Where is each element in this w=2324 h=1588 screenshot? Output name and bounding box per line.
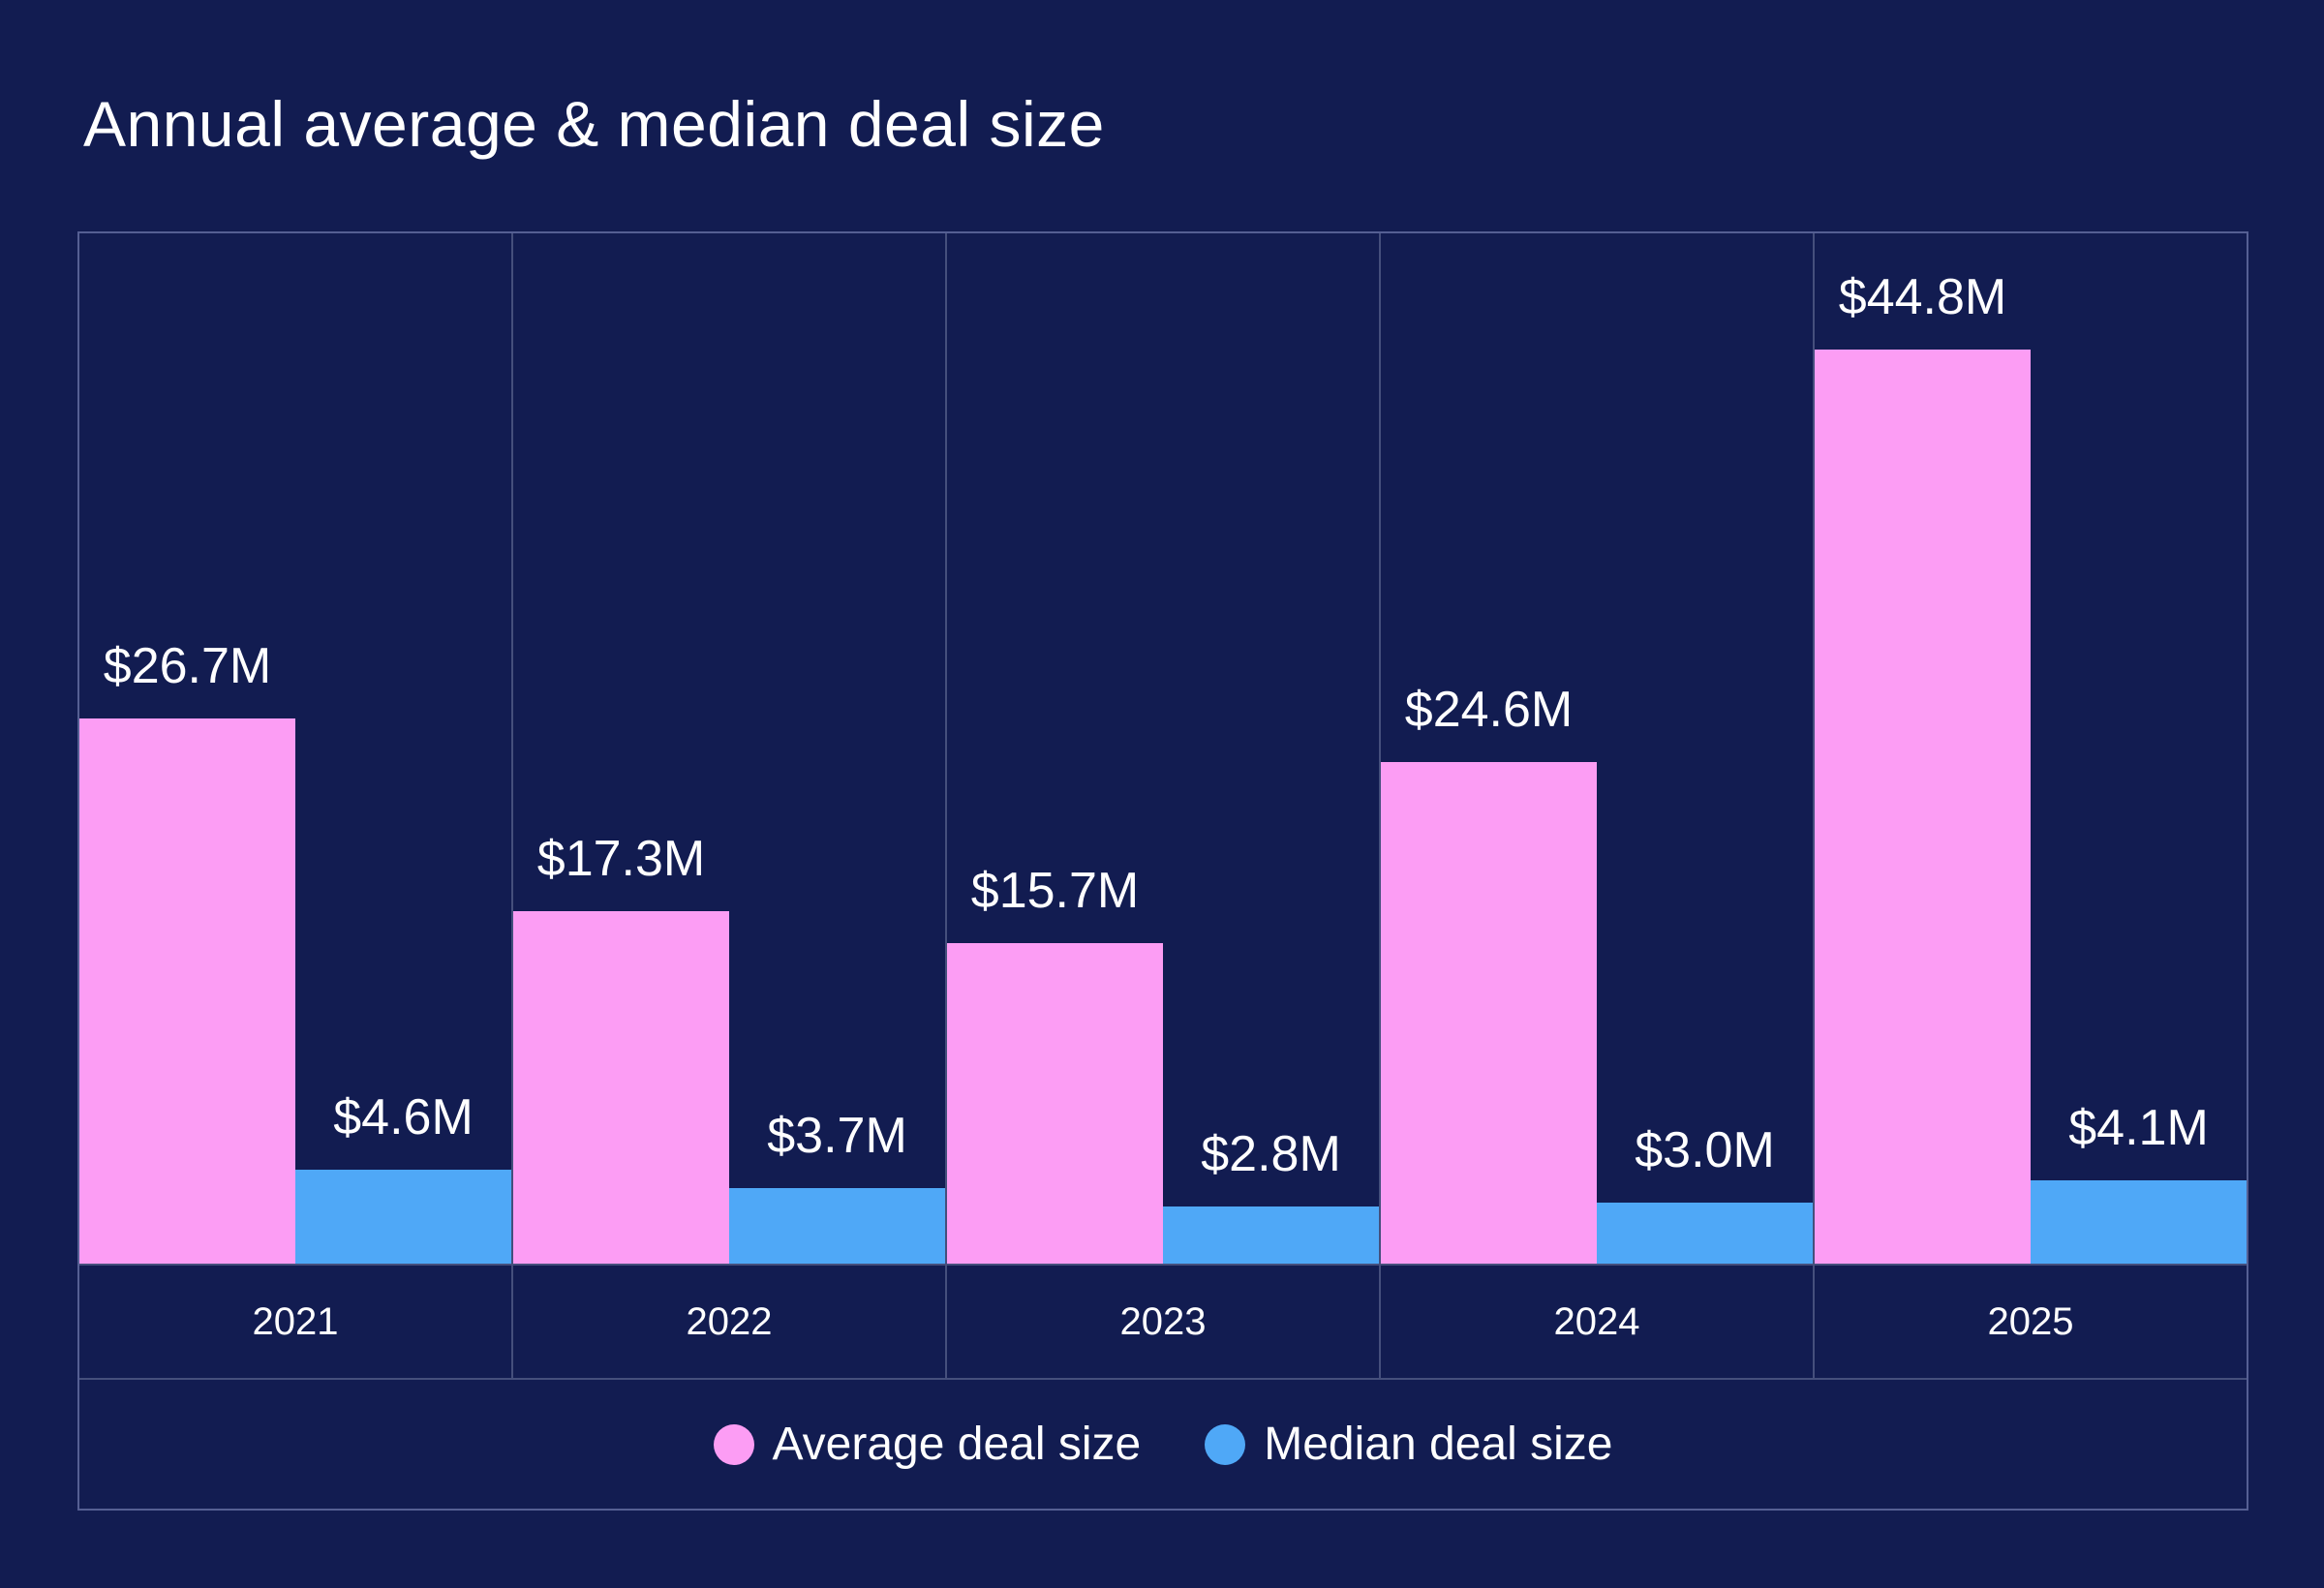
value-label-average-2025: $44.8M xyxy=(1838,269,2007,326)
column-2023: $15.7M $2.8M 2023 xyxy=(945,233,1379,1378)
column-2025: $44.8M $4.1M 2025 xyxy=(1813,233,2247,1378)
value-label-median-2024: $3.0M xyxy=(1635,1121,1775,1178)
bar-median-2022 xyxy=(729,1188,945,1264)
plot-cell-2021: $26.7M $4.6M xyxy=(79,233,511,1264)
chart-title: Annual average & median deal size xyxy=(83,88,1105,160)
bar-average-2024 xyxy=(1381,761,1597,1264)
value-label-average-2024: $24.6M xyxy=(1404,681,1574,738)
legend-dot-median-icon xyxy=(1205,1423,1246,1465)
legend-label-median: Median deal size xyxy=(1264,1419,1613,1470)
legend-item-median: Median deal size xyxy=(1205,1418,1612,1471)
column-2024: $24.6M $3.0M 2024 xyxy=(1379,233,1813,1378)
x-tick-2025: 2025 xyxy=(1815,1264,2247,1378)
column-2021: $26.7M $4.6M 2021 xyxy=(79,233,511,1378)
value-label-median-2021: $4.6M xyxy=(333,1089,474,1146)
x-tick-2024: 2024 xyxy=(1381,1264,1813,1378)
x-tick-2021: 2021 xyxy=(79,1264,511,1378)
value-label-average-2022: $17.3M xyxy=(536,830,706,887)
bar-average-2021 xyxy=(79,718,295,1264)
bar-average-2025 xyxy=(1815,350,2031,1264)
bar-median-2021 xyxy=(295,1170,511,1264)
plot-cell-2024: $24.6M $3.0M xyxy=(1381,233,1813,1264)
value-label-median-2022: $3.7M xyxy=(767,1108,907,1165)
plot-cell-2022: $17.3M $3.7M xyxy=(513,233,945,1264)
x-tick-2022: 2022 xyxy=(513,1264,945,1378)
plot-area: $26.7M $4.6M 2021 $17.3M $3.7M 2022 $15.7M $2.8… xyxy=(79,233,2247,1378)
chart: $26.7M $4.6M 2021 $17.3M $3.7M 2022 $15.7M $2.8… xyxy=(77,231,2248,1511)
legend: Average deal size Median deal size xyxy=(79,1378,2247,1509)
value-label-median-2025: $4.1M xyxy=(2068,1099,2209,1156)
bar-median-2024 xyxy=(1597,1202,1813,1264)
plot-cell-2023: $15.7M $2.8M xyxy=(947,233,1379,1264)
bar-median-2025 xyxy=(2031,1179,2247,1264)
legend-item-average: Average deal size xyxy=(713,1418,1142,1471)
bar-median-2023 xyxy=(1163,1206,1379,1264)
value-label-average-2023: $15.7M xyxy=(970,863,1140,920)
x-tick-2023: 2023 xyxy=(947,1264,1379,1378)
legend-label-average: Average deal size xyxy=(772,1419,1142,1470)
value-label-average-2021: $26.7M xyxy=(103,638,272,695)
plot-cell-2025: $44.8M $4.1M xyxy=(1815,233,2247,1264)
column-2022: $17.3M $3.7M 2022 xyxy=(511,233,945,1378)
bar-average-2022 xyxy=(513,910,729,1264)
legend-dot-average-icon xyxy=(713,1423,754,1465)
value-label-median-2023: $2.8M xyxy=(1201,1126,1341,1183)
bar-average-2023 xyxy=(947,943,1163,1264)
